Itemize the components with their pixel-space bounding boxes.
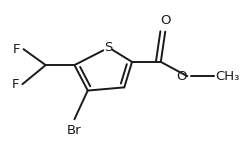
Text: CH₃: CH₃ — [215, 70, 239, 83]
Text: O: O — [176, 70, 186, 83]
Text: F: F — [12, 78, 19, 91]
Text: S: S — [105, 41, 113, 54]
Text: Br: Br — [67, 124, 82, 137]
Text: F: F — [13, 43, 20, 56]
Text: O: O — [160, 14, 170, 27]
